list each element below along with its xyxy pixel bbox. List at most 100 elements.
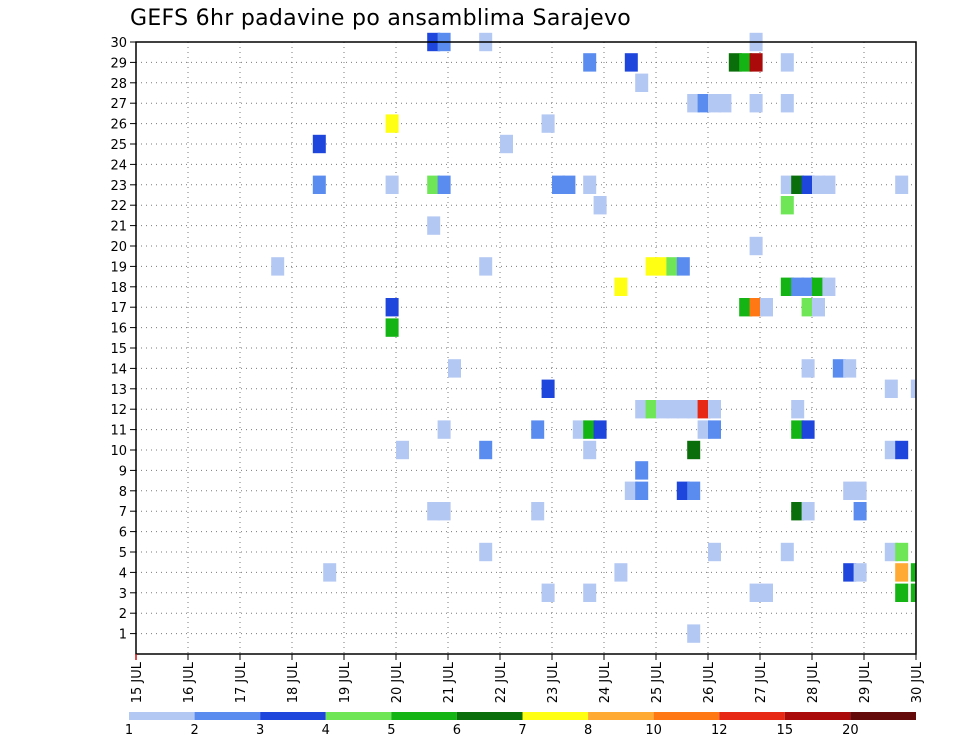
y-tick-label: 4 bbox=[119, 566, 127, 581]
heatmap-cell bbox=[708, 420, 721, 439]
heatmap-cell bbox=[479, 257, 493, 276]
legend-swatch bbox=[456, 712, 523, 720]
x-tick-label: 20 JUL bbox=[390, 661, 405, 703]
y-tick-label: 22 bbox=[110, 199, 127, 214]
heatmap-cell bbox=[697, 400, 711, 419]
y-tick-label: 28 bbox=[110, 77, 127, 92]
heatmap-cell bbox=[749, 94, 763, 113]
x-tick-label: 29 JUL bbox=[858, 661, 873, 703]
heatmap-cell bbox=[312, 134, 326, 154]
x-tick-label: 19 JUL bbox=[338, 661, 353, 703]
heatmap-cell bbox=[749, 298, 763, 317]
heatmap-cell bbox=[656, 400, 669, 419]
heatmap-cell bbox=[843, 563, 857, 582]
chart-title: GEFS 6hr padavine po ansamblima Sarajevo bbox=[130, 6, 632, 31]
heatmap-cell bbox=[791, 175, 805, 194]
x-tick-label: 30 JUL bbox=[910, 661, 925, 703]
heatmap-cell bbox=[552, 175, 565, 194]
y-tick-label: 26 bbox=[110, 118, 127, 133]
x-tick-label: 27 JUL bbox=[754, 661, 769, 703]
heatmap-cell bbox=[687, 481, 701, 500]
heatmap-cell bbox=[645, 257, 659, 276]
heatmap-cell bbox=[676, 400, 690, 419]
x-tick-label: 26 JUL bbox=[702, 661, 717, 703]
y-tick-label: 23 bbox=[110, 179, 127, 194]
heatmap-cell bbox=[531, 420, 545, 439]
legend-label: 3 bbox=[256, 723, 264, 738]
legend-label: 6 bbox=[453, 723, 461, 738]
heatmap-cell bbox=[427, 502, 441, 521]
legend-label: 5 bbox=[387, 723, 395, 738]
heatmap-cell bbox=[895, 542, 909, 562]
y-tick-label: 12 bbox=[110, 403, 127, 418]
heatmap-cell bbox=[676, 481, 690, 500]
legend-label: 20 bbox=[842, 723, 859, 738]
x-tick-label: 17 JUL bbox=[234, 661, 249, 703]
y-tick-label: 29 bbox=[110, 56, 127, 71]
heatmap-cell bbox=[910, 563, 916, 582]
heatmap-cell bbox=[531, 502, 545, 521]
heatmap-cell bbox=[666, 400, 680, 419]
legend-label: 7 bbox=[518, 723, 526, 738]
legend-swatch bbox=[522, 712, 589, 720]
y-tick-label: 2 bbox=[119, 607, 127, 622]
heatmap-cell bbox=[614, 277, 628, 296]
heatmap-cell bbox=[853, 563, 867, 582]
y-tick-label: 15 bbox=[110, 342, 127, 357]
heatmap-cell bbox=[323, 563, 337, 582]
heatmap-cell bbox=[884, 542, 898, 562]
legend-label: 2 bbox=[190, 723, 198, 738]
heatmap-cell bbox=[697, 420, 711, 439]
y-tick-label: 1 bbox=[119, 628, 127, 643]
y-tick-label: 21 bbox=[110, 220, 127, 235]
heatmap-cell bbox=[884, 440, 898, 460]
heatmap-cell bbox=[718, 94, 732, 113]
heatmap-cell bbox=[780, 94, 794, 113]
heatmap-cell bbox=[583, 175, 597, 194]
heatmap-cell bbox=[624, 481, 638, 500]
heatmap-cell bbox=[801, 277, 815, 296]
legend-swatch bbox=[325, 712, 392, 720]
heatmap-cell bbox=[791, 277, 805, 296]
legend-swatch bbox=[588, 712, 654, 720]
heatmap-cell bbox=[385, 318, 399, 337]
x-tick-label: 23 JUL bbox=[546, 661, 561, 703]
heatmap-cell bbox=[780, 196, 794, 215]
heatmap-cell bbox=[562, 175, 576, 194]
heatmap-cell bbox=[780, 53, 794, 72]
heatmap-cell bbox=[843, 359, 857, 378]
x-tick-label: 18 JUL bbox=[286, 661, 301, 703]
legend-swatch bbox=[653, 712, 720, 720]
legend-swatch bbox=[260, 712, 326, 720]
x-tick-label: 15 JUL bbox=[130, 661, 145, 703]
heatmap-cell bbox=[437, 420, 451, 439]
x-tick-label: 21 JUL bbox=[442, 661, 457, 703]
heatmap-cell bbox=[437, 502, 451, 521]
heatmap-cell bbox=[593, 196, 607, 215]
heatmap-cell bbox=[801, 175, 815, 194]
heatmap-cell bbox=[500, 134, 513, 154]
heatmap-cell bbox=[541, 583, 555, 602]
heatmap-cell bbox=[853, 502, 867, 521]
heatmap-cell bbox=[749, 236, 763, 256]
heatmap-cell bbox=[427, 216, 441, 235]
heatmap-cell bbox=[541, 114, 555, 133]
heatmap-cell bbox=[780, 542, 794, 562]
y-tick-label: 18 bbox=[110, 281, 127, 296]
heatmap-cell bbox=[593, 420, 607, 439]
legend-label: 12 bbox=[711, 723, 728, 738]
y-tick-label: 13 bbox=[110, 383, 127, 398]
y-tick-label: 3 bbox=[119, 587, 127, 602]
legend-swatch bbox=[784, 712, 851, 720]
heatmap-cell bbox=[448, 359, 461, 378]
heatmap-cell bbox=[271, 257, 285, 276]
heatmap-cell bbox=[656, 257, 669, 276]
y-tick-label: 17 bbox=[110, 301, 127, 316]
heatmap-cell bbox=[687, 440, 701, 460]
heatmap-cell bbox=[479, 440, 493, 460]
heatmap-cell bbox=[635, 400, 649, 419]
heatmap-cell bbox=[895, 175, 909, 194]
legend-swatch bbox=[129, 712, 195, 720]
legend-label: 8 bbox=[584, 723, 592, 738]
